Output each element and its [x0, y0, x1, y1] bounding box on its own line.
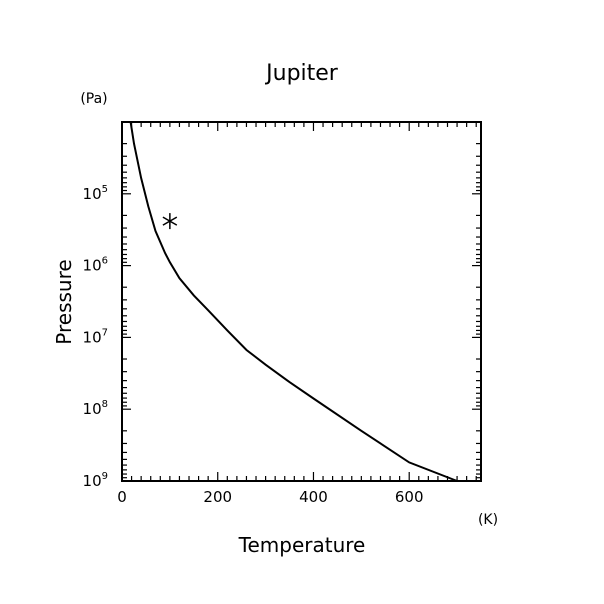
series-layer: [129, 121, 458, 482]
x-tick-label: 600: [395, 488, 424, 506]
x-axis-label: Temperature: [238, 533, 366, 557]
x-tick-label: 200: [203, 488, 232, 506]
y-tick-label: 107: [83, 327, 108, 346]
y-tick-labels: 105 106 107 108 109: [83, 184, 108, 490]
y-tick-label: 106: [83, 256, 108, 275]
y-unit-label: (Pa): [80, 91, 107, 107]
asterisk-marker: [162, 213, 178, 230]
y-tick-label: 109: [83, 471, 108, 490]
x-unit-label: (K): [478, 512, 498, 528]
x-tick-labels: 0 200 400 600: [117, 488, 423, 506]
plot-frame: [121, 121, 482, 482]
y-axis-label: Pressure: [52, 259, 76, 344]
y-tick-label: 105: [83, 184, 108, 203]
chart-title: Jupiter: [264, 61, 339, 86]
x-tick-label: 400: [299, 488, 328, 506]
marker-layer: [162, 213, 178, 230]
y-tick-label: 108: [83, 399, 108, 418]
series-line: [129, 121, 458, 482]
x-tick-label: 0: [117, 488, 127, 506]
axis-ticks: [121, 121, 481, 482]
